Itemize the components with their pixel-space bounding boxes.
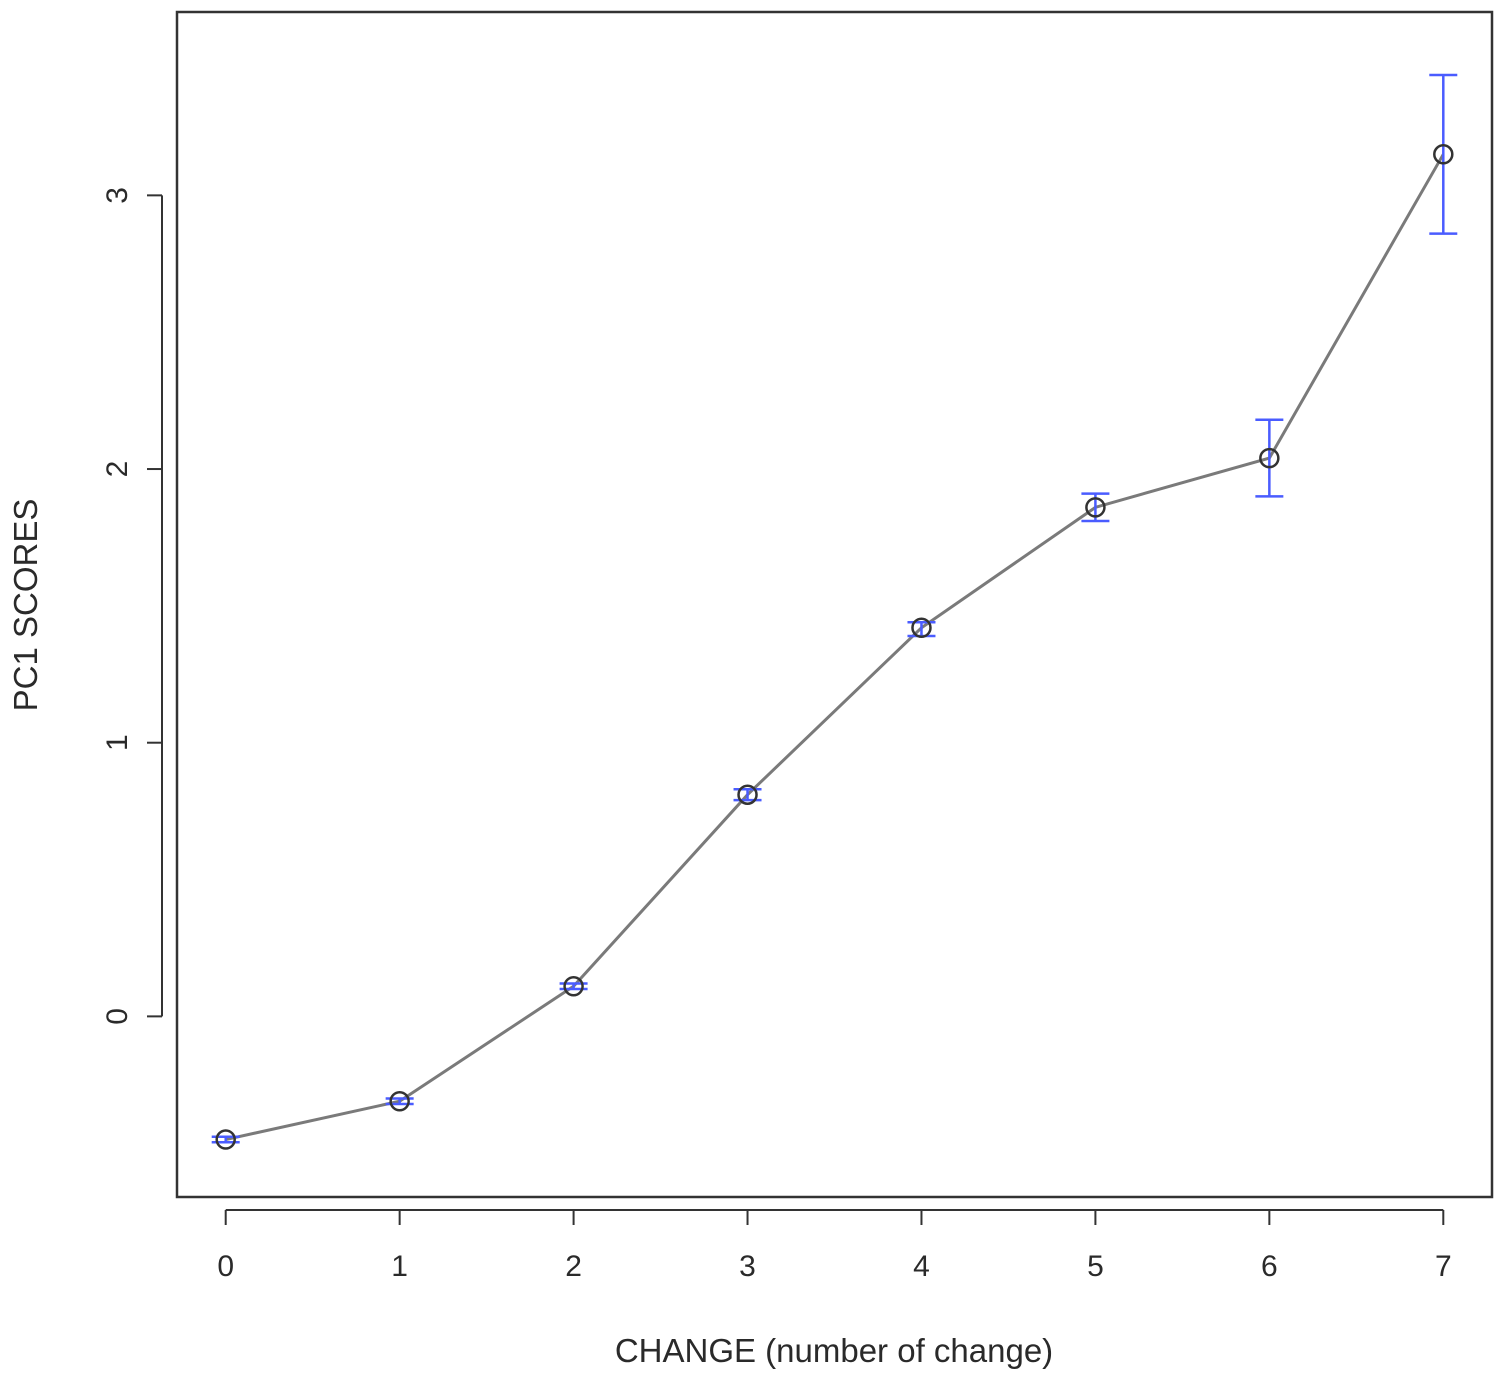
data-point (1433, 144, 1454, 165)
x-tick-label: 7 (1435, 1250, 1452, 1283)
y-tick-label: 3 (101, 187, 134, 204)
x-tick-label: 6 (1261, 1250, 1278, 1283)
x-tick-label: 3 (739, 1250, 756, 1283)
x-tick-label: 0 (217, 1250, 234, 1283)
x-tick-label: 1 (391, 1250, 408, 1283)
x-axis-title: CHANGE (number of change) (615, 1332, 1053, 1369)
plot-frame (175, 10, 1494, 1199)
data-point (1259, 447, 1280, 469)
series-layer (211, 73, 1458, 1150)
x-axis: 0 1 2 3 4 5 6 7 (217, 1209, 1452, 1283)
x-tick-label: 2 (565, 1250, 582, 1283)
series-line (225, 153, 1445, 1141)
y-tick-label: 0 (101, 1008, 134, 1025)
data-point (389, 1090, 410, 1112)
data-point (1085, 497, 1106, 518)
data-point (911, 617, 932, 639)
x-tick-label: 5 (1087, 1250, 1104, 1283)
x-tick-label: 4 (913, 1250, 930, 1283)
y-axis-title: PC1 SCORES (7, 499, 44, 712)
data-point (215, 1129, 236, 1150)
data-point (563, 976, 584, 997)
data-point (737, 784, 758, 805)
y-tick-label: 1 (101, 734, 134, 751)
y-axis: 0 1 2 3 (101, 187, 163, 1025)
y-tick-label: 2 (101, 461, 134, 478)
